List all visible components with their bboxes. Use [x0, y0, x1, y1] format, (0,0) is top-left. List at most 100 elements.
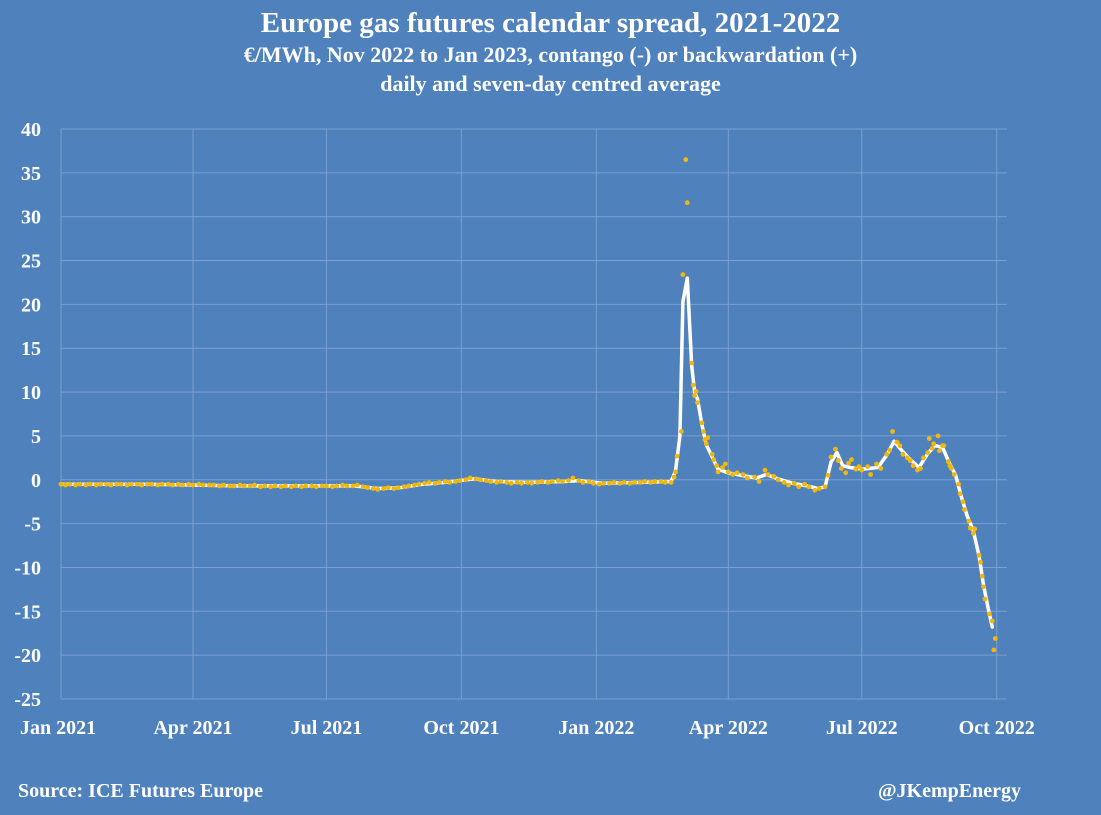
daily-point	[894, 439, 900, 445]
daily-point	[483, 478, 489, 483]
daily-point	[58, 481, 64, 487]
daily-point	[838, 466, 844, 471]
daily-point	[272, 483, 278, 489]
daily-point	[978, 559, 983, 565]
daily-point	[555, 478, 561, 483]
y-tick-label: 15	[21, 338, 41, 360]
daily-point	[334, 483, 340, 489]
daily-point	[865, 464, 871, 469]
daily-point	[692, 393, 697, 398]
daily-point	[237, 482, 243, 488]
daily-point	[549, 479, 555, 484]
daily-point	[662, 480, 668, 485]
x-tick-label: Jul 2022	[826, 717, 898, 739]
daily-point	[674, 453, 680, 459]
daily-point	[648, 480, 653, 485]
daily-point	[611, 480, 617, 485]
daily-point	[699, 420, 705, 426]
daily-point	[576, 478, 582, 483]
daily-point	[775, 477, 781, 483]
daily-point	[926, 436, 932, 441]
daily-point	[519, 480, 524, 486]
daily-point	[278, 484, 284, 490]
daily-point	[206, 482, 212, 488]
daily-point	[802, 481, 807, 487]
daily-point	[488, 479, 494, 484]
daily-point	[966, 518, 972, 524]
daily-point	[890, 429, 895, 434]
daily-point	[190, 482, 196, 488]
daily-point	[596, 481, 602, 487]
daily-point	[231, 483, 237, 489]
daily-point	[689, 360, 695, 366]
daily-point	[498, 479, 504, 484]
daily-point	[395, 485, 401, 491]
daily-point	[856, 464, 862, 469]
daily-point	[720, 465, 725, 470]
daily-point	[401, 484, 407, 490]
chart-subtitle-2: daily and seven-day centred average	[380, 71, 721, 96]
daily-point	[806, 484, 812, 490]
daily-point	[293, 483, 299, 489]
daily-point	[129, 481, 134, 487]
daily-point	[412, 482, 417, 488]
daily-point	[447, 480, 453, 485]
daily-point	[878, 466, 884, 471]
daily-point	[900, 451, 906, 457]
daily-point	[976, 552, 982, 558]
daily-point	[258, 484, 263, 490]
daily-point	[494, 480, 499, 485]
daily-point	[514, 480, 520, 485]
daily-point	[730, 472, 736, 477]
daily-point	[354, 482, 360, 488]
daily-point	[951, 472, 957, 477]
daily-point	[734, 470, 740, 476]
daily-point	[529, 480, 535, 486]
y-tick-label: 0	[31, 470, 41, 492]
daily-point	[907, 458, 913, 463]
daily-point	[344, 483, 350, 489]
daily-point	[108, 482, 114, 488]
daily-point	[835, 458, 841, 463]
daily-point	[77, 481, 83, 487]
daily-point	[765, 472, 771, 477]
daily-point	[478, 477, 483, 483]
daily-point	[360, 484, 366, 490]
daily-point	[642, 479, 648, 484]
daily-point	[709, 451, 715, 457]
daily-point	[607, 480, 612, 486]
daily-point	[104, 481, 109, 487]
daily-point	[979, 573, 985, 579]
daily-point	[114, 481, 120, 487]
daily-point	[124, 482, 130, 488]
daily-point	[457, 478, 463, 483]
daily-point	[180, 482, 186, 488]
daily-point	[139, 482, 145, 488]
y-tick-label: 40	[21, 119, 41, 141]
daily-point	[601, 480, 607, 486]
daily-point	[303, 483, 309, 489]
daily-point	[725, 469, 731, 475]
daily-point	[252, 482, 257, 488]
daily-point	[786, 482, 791, 488]
y-tick-label: 20	[21, 294, 41, 316]
daily-point	[658, 479, 664, 484]
daily-point	[98, 481, 103, 487]
daily-point	[283, 483, 288, 489]
daily-point	[703, 441, 709, 447]
daily-point	[591, 480, 596, 486]
daily-point	[299, 484, 304, 490]
chart-title: Europe gas futures calendar spread, 2021…	[260, 7, 841, 39]
daily-point	[637, 480, 643, 485]
daily-point	[268, 484, 274, 490]
daily-point	[149, 481, 155, 487]
daily-point	[921, 455, 926, 461]
y-tick-label: -25	[14, 689, 41, 711]
daily-point	[828, 454, 834, 460]
daily-point	[221, 482, 227, 488]
chart-plot: -25 -20 -15 -10 -5 0 5 10 15 20 25 30 35 40 Jan 2021 Ap…	[14, 119, 1034, 739]
daily-point	[93, 482, 99, 488]
daily-point	[884, 451, 890, 457]
daily-point	[473, 476, 479, 482]
daily-point	[925, 450, 931, 455]
